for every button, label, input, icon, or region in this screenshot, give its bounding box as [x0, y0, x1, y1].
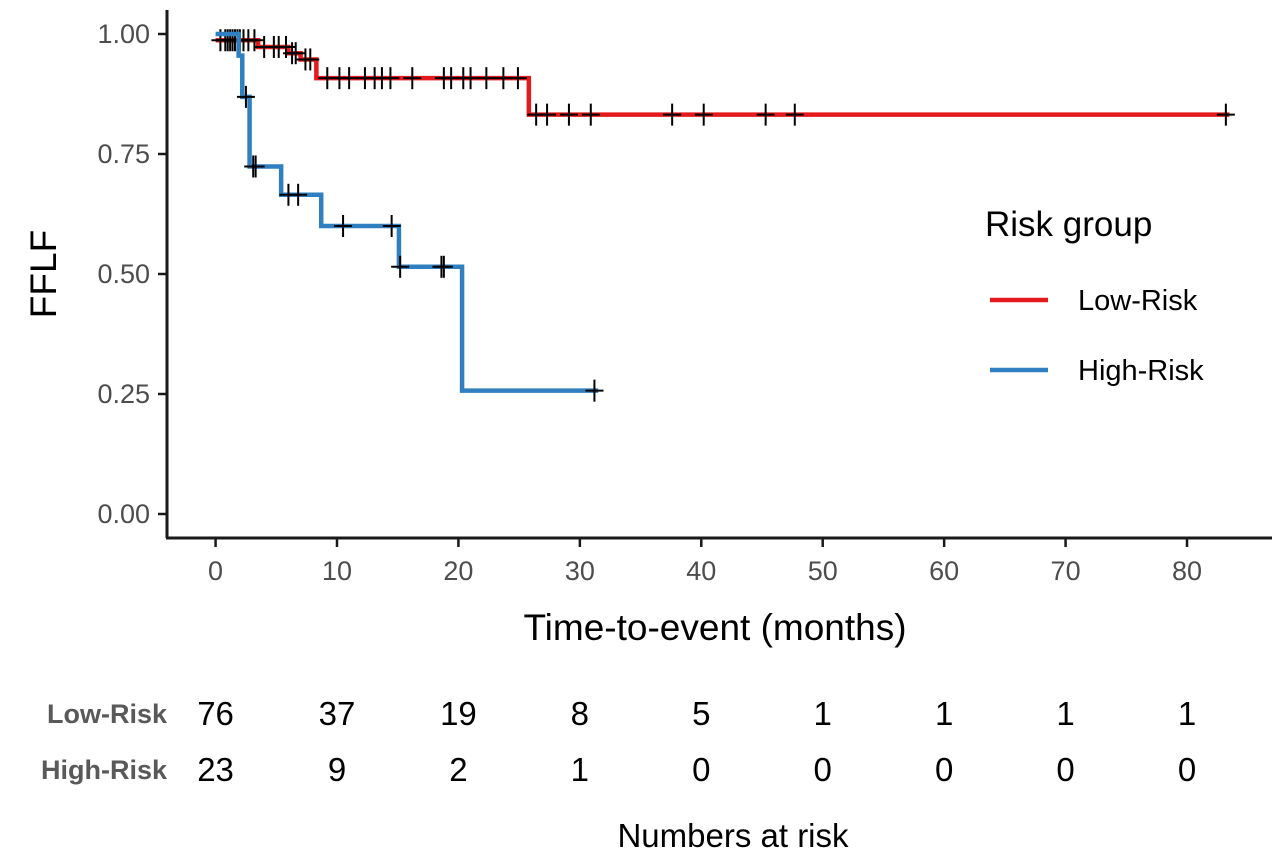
y-axis-ticks: 0.00 0.25 0.50 0.75 1.00: [97, 19, 167, 529]
risk-count: 1: [1056, 695, 1074, 732]
legend-label-high-risk: High-Risk: [1078, 355, 1204, 387]
series-high-risk: [215, 31, 604, 402]
risk-count: 9: [328, 751, 346, 788]
legend-entries: Low-Risk High-Risk: [990, 285, 1204, 387]
risk-count: 1: [935, 695, 953, 732]
x-tick-label: 40: [686, 556, 716, 586]
risk-table: Low-Risk 76 37 19 8 5 1 1 1 1 High-Risk 23 9 2 1 0 0 0 0 0: [41, 695, 1196, 788]
y-tick-label: 0.00: [97, 499, 150, 529]
risk-count: 1: [1178, 695, 1196, 732]
risk-row-label-low-risk: Low-Risk: [47, 699, 168, 729]
risk-count: 0: [935, 751, 953, 788]
x-tick-label: 10: [322, 556, 352, 586]
risk-count: 1: [571, 751, 589, 788]
x-tick-label: 0: [208, 556, 223, 586]
risk-count: 37: [319, 695, 356, 732]
x-tick-label: 20: [443, 556, 473, 586]
x-axis-title: Time-to-event (months): [523, 607, 906, 648]
risk-count: 23: [197, 751, 234, 788]
y-tick-label: 0.50: [97, 259, 150, 289]
x-tick-label: 60: [929, 556, 959, 586]
risk-count: 76: [197, 695, 234, 732]
risk-count: 0: [1178, 751, 1196, 788]
risk-count: 0: [1056, 751, 1074, 788]
y-axis-title: FFLF: [23, 230, 64, 318]
km-curve-low-risk: [215, 37, 1230, 117]
km-curve-high-risk: [215, 31, 599, 393]
series-layer: [211, 29, 1235, 402]
legend: Risk group Low-Risk High-Risk: [985, 205, 1204, 387]
x-tick-label: 50: [808, 556, 838, 586]
risk-count: 19: [440, 695, 477, 732]
risk-count: 8: [571, 695, 589, 732]
y-tick-label: 0.75: [97, 139, 150, 169]
risk-count: 1: [814, 695, 832, 732]
y-tick-label: 1.00: [97, 19, 150, 49]
series-low-risk: [211, 29, 1235, 126]
y-tick-label: 0.25: [97, 379, 150, 409]
risk-table-title: Numbers at risk: [617, 817, 849, 854]
legend-title: Risk group: [985, 205, 1152, 244]
risk-count: 0: [814, 751, 832, 788]
x-tick-label: 30: [565, 556, 595, 586]
x-tick-label: 70: [1051, 556, 1081, 586]
x-axis-ticks: 0 10 20 30 40 50 60 70 80: [208, 538, 1202, 586]
risk-count: 5: [692, 695, 710, 732]
risk-row-label-high-risk: High-Risk: [41, 755, 168, 785]
legend-label-low-risk: Low-Risk: [1078, 285, 1198, 317]
risk-count: 0: [692, 751, 710, 788]
risk-count: 2: [449, 751, 467, 788]
x-tick-label: 80: [1172, 556, 1202, 586]
